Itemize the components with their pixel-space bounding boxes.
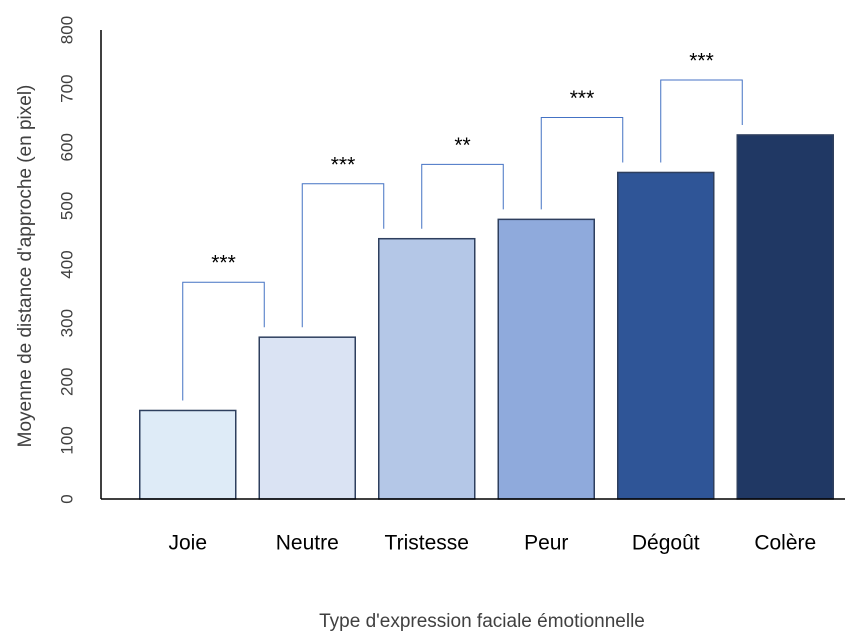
bar [258, 336, 356, 500]
y-tick-label: 300 [57, 309, 76, 337]
bar [617, 171, 715, 500]
significance-label: *** [331, 153, 356, 176]
significance-label: *** [570, 87, 595, 110]
significance-bracket [301, 183, 385, 328]
bar [139, 409, 237, 500]
x-tick-label: Colère [754, 532, 816, 555]
bar [736, 134, 834, 500]
bar [378, 237, 476, 500]
x-tick-label: Dégoût [632, 532, 700, 555]
x-axis-title: Type d'expression faciale émotionnelle [319, 611, 645, 632]
y-tick-label: 800 [57, 16, 76, 44]
x-tick-label: Peur [524, 532, 568, 555]
y-tick-label: 100 [57, 426, 76, 454]
x-tick-label: Neutre [276, 532, 339, 555]
x-tick-label: Tristesse [385, 532, 469, 555]
y-tick-label: 700 [57, 74, 76, 102]
y-tick-label: 500 [57, 192, 76, 220]
significance-bracket [182, 281, 265, 401]
significance-label: *** [211, 252, 236, 275]
bar [497, 218, 595, 500]
y-tick-label: 200 [57, 368, 76, 396]
significance-bracket [421, 163, 504, 229]
x-tick-label: Joie [168, 532, 207, 555]
significance-label: *** [689, 49, 714, 72]
y-axis-title: Moyenne de distance d'approche (en pixel… [15, 85, 36, 448]
significance-label: ** [454, 134, 470, 157]
significance-bracket [660, 79, 743, 163]
y-tick-label: 0 [57, 494, 76, 503]
y-tick-label: 400 [57, 250, 76, 278]
significance-bracket [540, 116, 624, 210]
y-tick-label: 600 [57, 133, 76, 161]
